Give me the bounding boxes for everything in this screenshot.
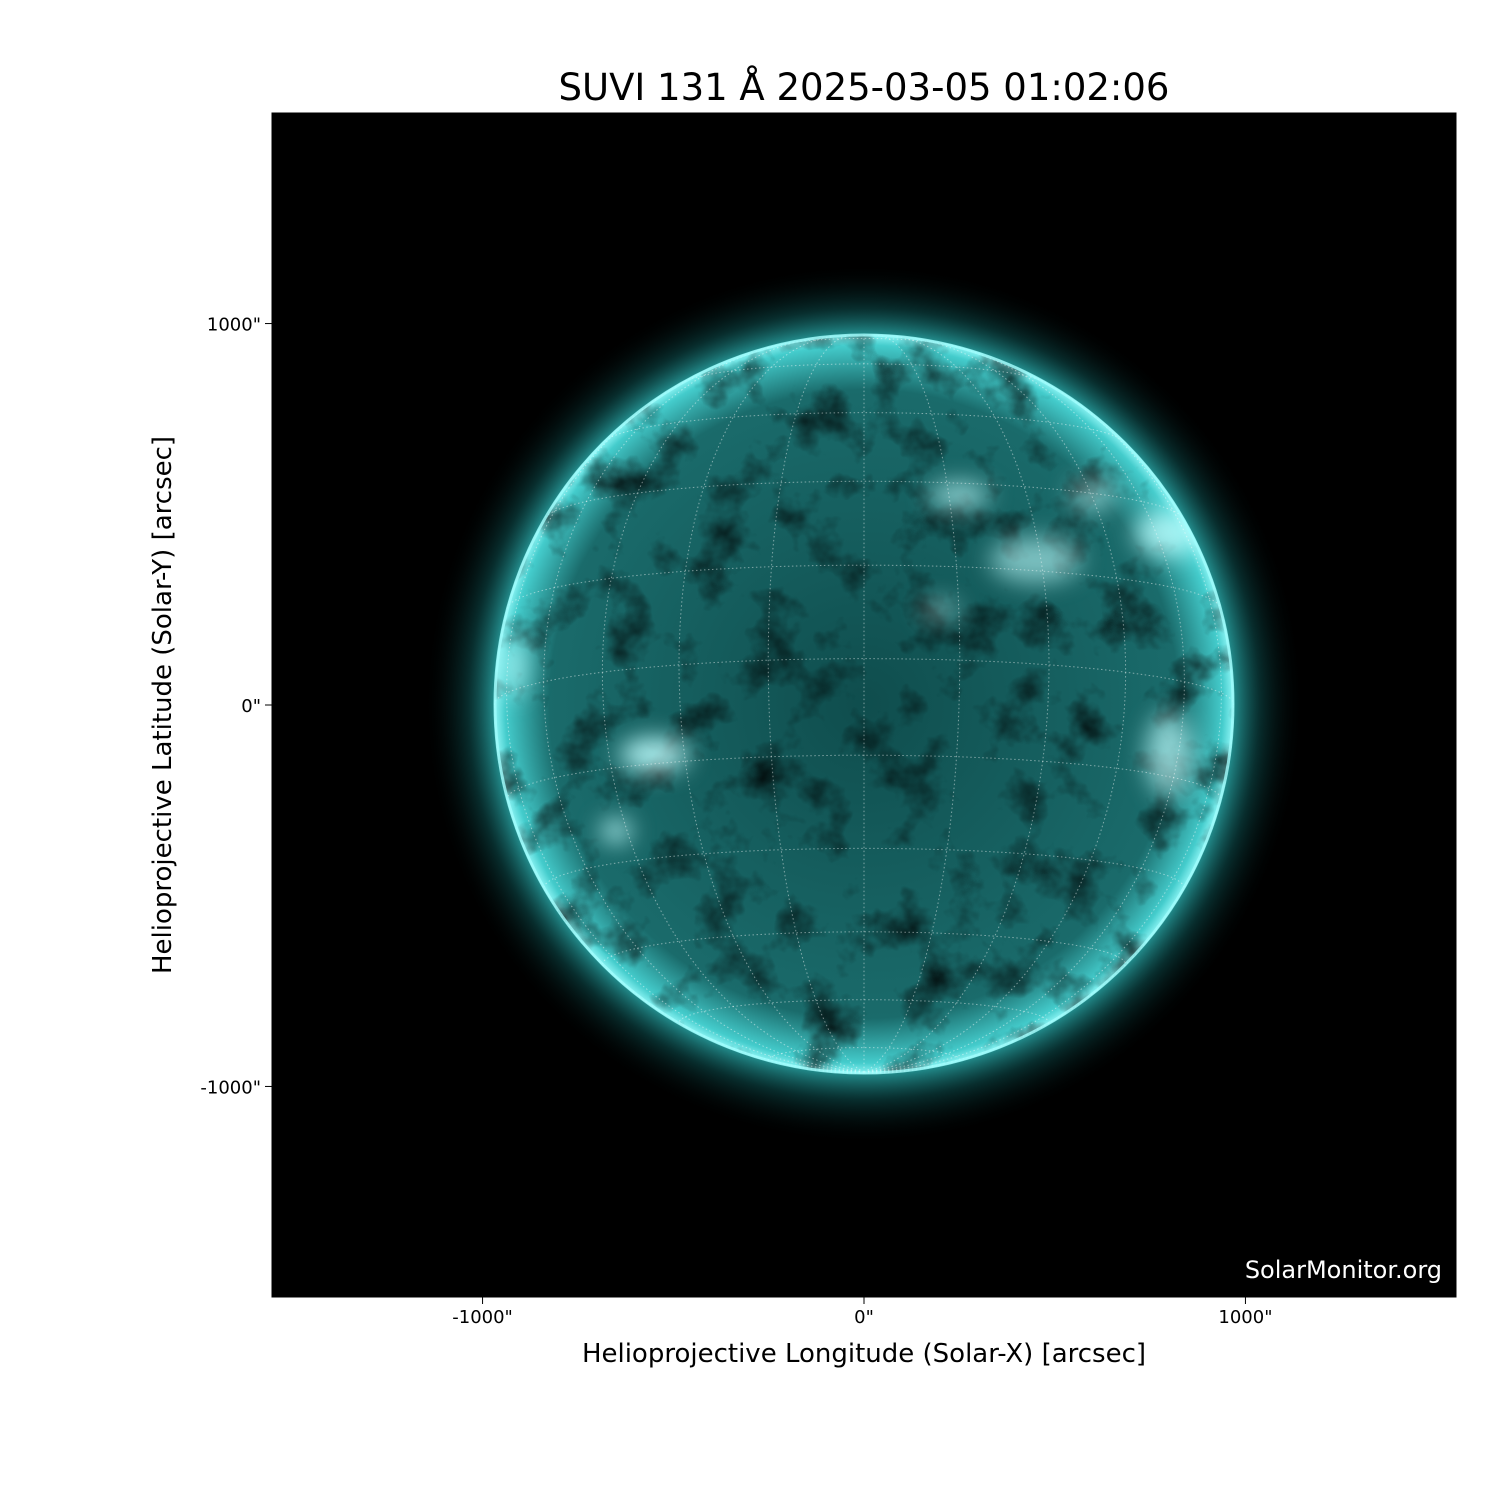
active-region — [1069, 479, 1116, 511]
active-region — [989, 537, 1082, 583]
grid-line — [678, 999, 1050, 1029]
grid-line — [767, 1047, 961, 1066]
grid-line — [863, 374, 1222, 1073]
grid-line — [863, 338, 1127, 1073]
grid-line — [544, 480, 1184, 518]
grid-line — [543, 847, 1185, 892]
watermark: SolarMonitor.org — [1244, 1256, 1442, 1284]
grid-line — [684, 363, 1044, 382]
active-region — [497, 636, 529, 698]
grid-line — [601, 338, 865, 1073]
active-region — [1146, 712, 1193, 797]
grid-line — [506, 754, 1222, 801]
grid-line — [506, 564, 1222, 609]
y-tick-label: 0" — [241, 696, 261, 717]
y-tick-label: -1000" — [200, 1077, 261, 1098]
y-tick-label: 1000" — [207, 315, 261, 336]
x-tick-label: 1000" — [1218, 1307, 1272, 1328]
active-region — [921, 600, 960, 620]
grid-line — [494, 658, 1234, 706]
plot-title: SUVI 131 Å 2025-03-05 01:02:06 — [558, 66, 1170, 109]
active-region — [928, 481, 990, 509]
grid-line — [506, 374, 865, 1073]
active-region — [600, 819, 632, 843]
limb — [493, 333, 1235, 1075]
y-axis-label: Helioprojective Latitude (Solar-Y) [arcs… — [148, 436, 178, 974]
active-region — [619, 737, 689, 772]
grid-line — [604, 412, 1124, 442]
x-tick-label: -1000" — [452, 1307, 513, 1328]
dark-texture — [494, 334, 1234, 1074]
x-tick-label: 0" — [854, 1307, 874, 1328]
x-axis-label: Helioprojective Longitude (Solar-X) [arc… — [582, 1339, 1146, 1369]
